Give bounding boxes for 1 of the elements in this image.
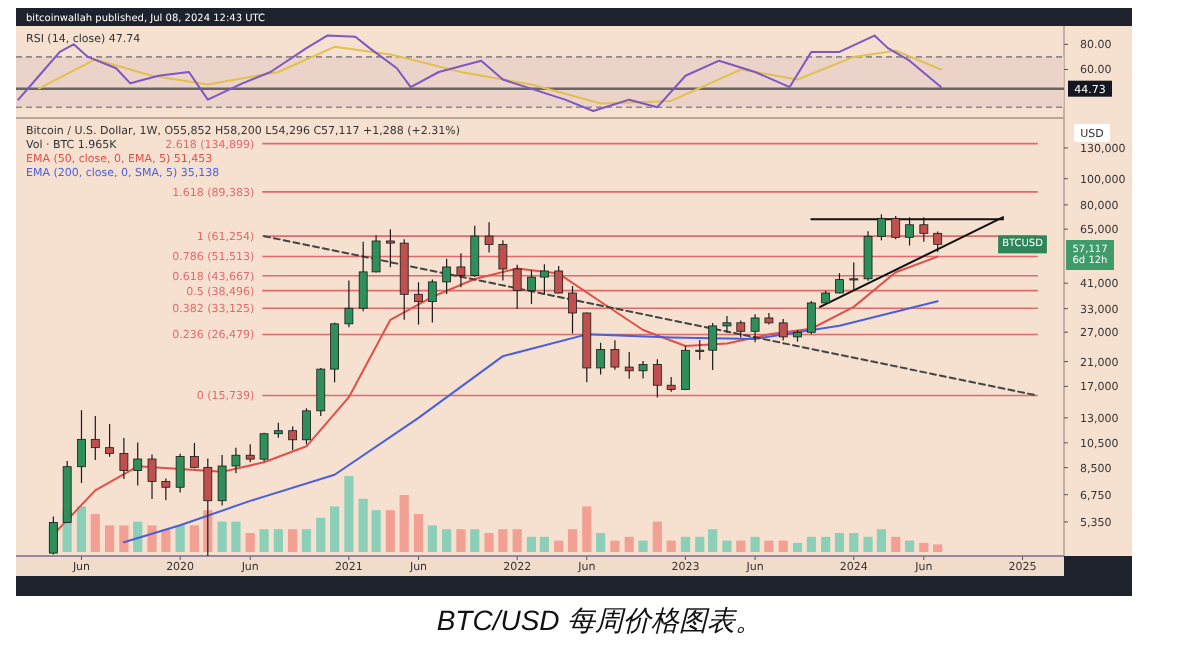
text: BTC/USD 每周价格图表。 — [436, 604, 764, 636]
